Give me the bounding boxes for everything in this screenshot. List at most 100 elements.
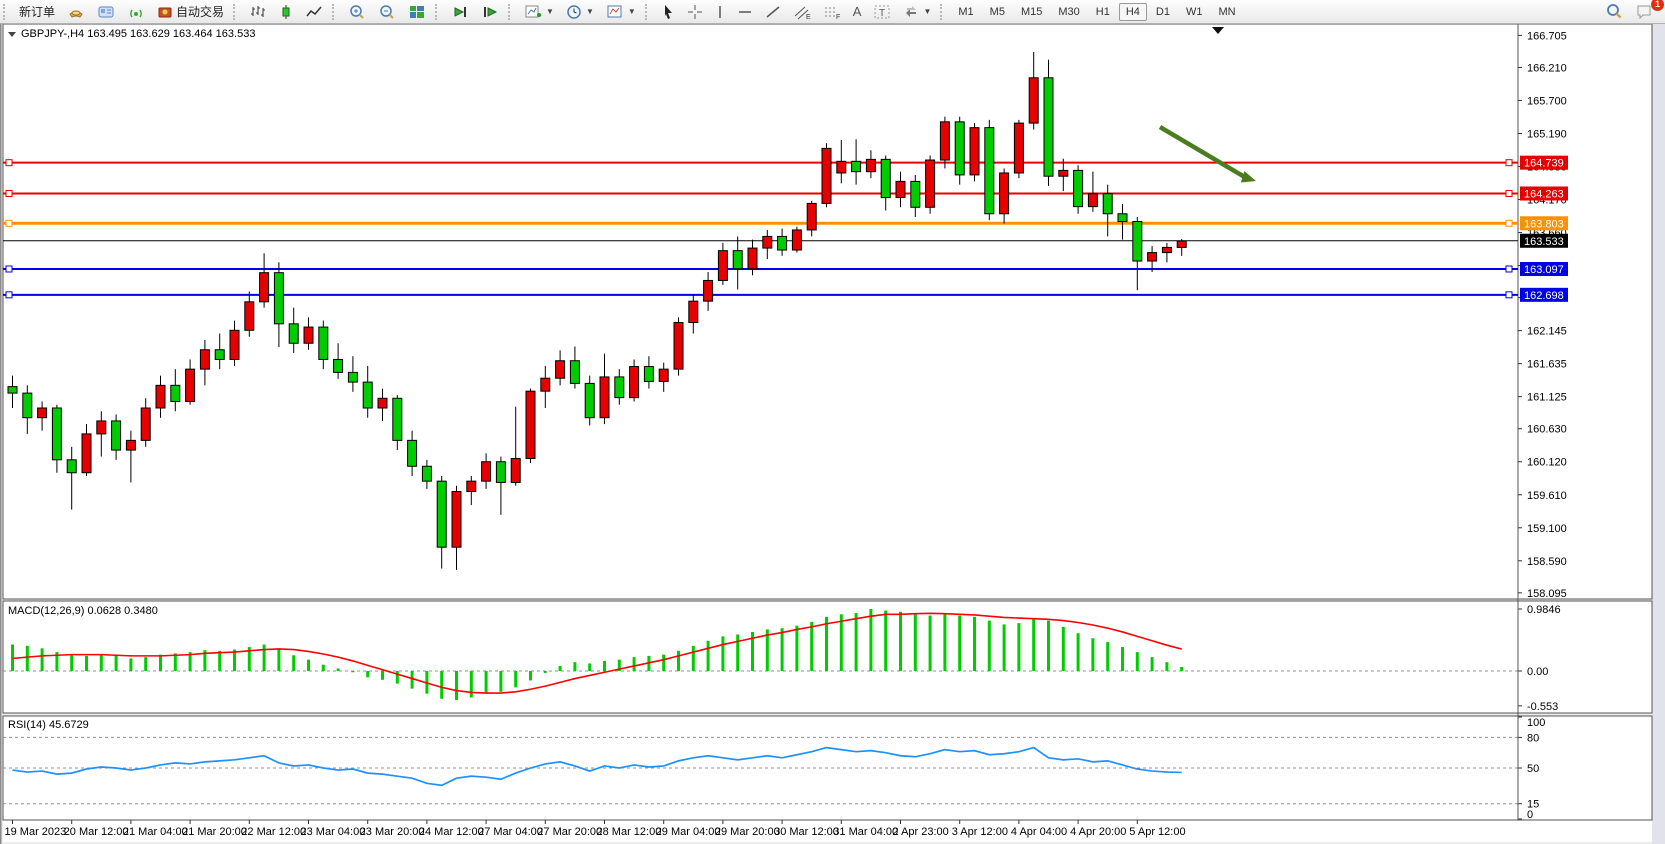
hline-handle-left[interactable] [5, 291, 13, 299]
candle-down [407, 439, 418, 467]
price-tick-label: 160.630 [1527, 424, 1567, 436]
template-button[interactable]: ▼ [601, 2, 641, 22]
auto-scroll-icon[interactable] [446, 2, 474, 22]
auto-trading-button[interactable]: 自动交易 [152, 1, 229, 22]
candle-up [540, 377, 551, 392]
chart-canvas[interactable]: 166.705166.210165.700165.190164.680164.1… [0, 24, 1665, 844]
period-clock-button[interactable]: ▼ [561, 2, 599, 22]
gold-ingot-icon[interactable] [62, 2, 90, 22]
text-label-tool-icon[interactable]: T [868, 2, 896, 22]
search-icon[interactable] [1600, 1, 1628, 22]
hline-handle-right[interactable] [1505, 291, 1513, 299]
account-card-icon[interactable] [92, 2, 120, 22]
candle-down [318, 326, 329, 360]
candle-up [629, 366, 640, 399]
chevron-down-icon: ▼ [923, 7, 932, 16]
price-tick-label: 162.145 [1527, 326, 1567, 338]
fibonacci-tool-icon[interactable]: F [818, 2, 846, 22]
candle-up [865, 158, 876, 173]
trend-arrow[interactable] [1158, 125, 1248, 180]
toolbar-grip[interactable] [508, 3, 515, 20]
toolbar-grip[interactable] [940, 3, 947, 20]
date-tick-label: 28 Mar 12:00 [597, 826, 662, 838]
timeframe-m5-button[interactable]: M5 [989, 5, 1005, 18]
toolbar-grip[interactable] [644, 3, 652, 20]
cursor-tool-icon[interactable] [656, 2, 680, 22]
hline-handle-left[interactable] [5, 189, 13, 197]
candle-up [703, 279, 714, 302]
candle-down [436, 480, 447, 548]
hline-handle-left[interactable] [5, 265, 13, 273]
timeframe-h1-button[interactable]: H1 [1095, 5, 1110, 18]
chart-collapse-icon[interactable] [8, 31, 16, 37]
text-tool-icon[interactable]: A [852, 4, 862, 19]
timeframe-m15-button[interactable]: M15 [1020, 5, 1043, 18]
candle-up [229, 329, 240, 360]
hline-handle-right[interactable] [1505, 159, 1513, 167]
timeframe-w1-button[interactable]: W1 [1185, 5, 1203, 18]
candle-down [984, 127, 995, 215]
main-toolbar: 新订单 自动交易 ▼ ▼ ▼ E F A T ▼ M1 M5 M15 M30 H… [0, 0, 1665, 24]
vertical-line-tool-icon[interactable] [710, 2, 730, 22]
macd-indicator-label: MACD(12,26,9) 0.0628 0.3480 [8, 605, 158, 617]
price-tick-label: 158.095 [1527, 588, 1567, 600]
channel-tool-icon[interactable]: E [788, 2, 816, 22]
candle-down [954, 121, 965, 176]
rsi-indicator-label: RSI(14) 45.6729 [8, 719, 89, 731]
shapes-tool-icon[interactable]: ▼ [898, 2, 936, 22]
timeframe-m1-button[interactable]: M1 [958, 5, 974, 18]
hline-handle-right[interactable] [1505, 219, 1513, 227]
tile-windows-icon[interactable] [403, 2, 431, 22]
label-letter: T [879, 8, 885, 19]
price-badge [1520, 287, 1568, 302]
timeframe-mn-button[interactable]: MN [1218, 5, 1236, 18]
candle-down [66, 459, 77, 474]
chevron-down-icon: ▼ [585, 7, 594, 16]
toolbar-grip[interactable] [233, 3, 240, 20]
candle-up [1058, 169, 1069, 177]
timeframe-d1-button[interactable]: D1 [1155, 5, 1170, 18]
candle-up [199, 349, 210, 370]
candle-up [1087, 193, 1098, 208]
candlestick-icon[interactable] [274, 2, 298, 22]
horizontal-line-tool-icon[interactable] [732, 2, 758, 22]
timeframe-m30-button[interactable]: M30 [1058, 5, 1080, 18]
hline-handle-right[interactable] [1505, 265, 1513, 273]
chart-shift-icon[interactable] [476, 2, 504, 22]
toolbar-grip[interactable] [435, 3, 442, 20]
candle-up [96, 420, 107, 435]
auto-trading-label: 自动交易 [176, 5, 225, 19]
chart-shift-marker[interactable] [1212, 27, 1224, 34]
candle-up [999, 172, 1010, 215]
add-indicator-button[interactable]: ▼ [519, 2, 559, 22]
price-tick-label: 160.120 [1527, 457, 1567, 469]
hline-handle-right[interactable] [1505, 189, 1513, 197]
candle-up [466, 480, 477, 493]
candle-up [673, 322, 684, 370]
rsi-scale-label: 15 [1527, 799, 1539, 811]
candle-up [895, 180, 906, 199]
date-tick-label: 24 Mar 12:00 [419, 826, 484, 838]
zoom-in-icon[interactable] [343, 2, 371, 22]
hline-handle-left[interactable] [5, 219, 13, 227]
notifications-button[interactable]: 1 [1630, 0, 1664, 22]
bar-chart-icon[interactable] [244, 2, 272, 22]
line-chart-icon[interactable] [300, 2, 328, 22]
trendline-tool-icon[interactable] [760, 2, 786, 22]
chart-header: GBPJPY-,H4 163.495 163.629 163.464 163.5… [8, 28, 255, 40]
toolbar-grip[interactable] [332, 3, 339, 20]
signal-icon[interactable] [122, 2, 150, 22]
zoom-out-icon[interactable] [373, 2, 401, 22]
candle-up [658, 368, 669, 382]
candle-up [939, 121, 950, 161]
rsi-scale-label: 50 [1527, 763, 1539, 775]
hline-handle-left[interactable] [5, 159, 13, 167]
date-tick-label: 27 Mar 20:00 [537, 826, 602, 838]
new-order-button[interactable]: 新订单 [14, 1, 60, 22]
timeframe-h4-button[interactable]: H4 [1118, 2, 1147, 21]
candle-down [362, 381, 373, 409]
price-badge-label: 163.097 [1524, 264, 1564, 276]
crosshair-tool-icon[interactable] [682, 2, 708, 22]
new-order-label: 新订单 [19, 5, 56, 19]
toolbar-grip[interactable] [3, 3, 10, 20]
